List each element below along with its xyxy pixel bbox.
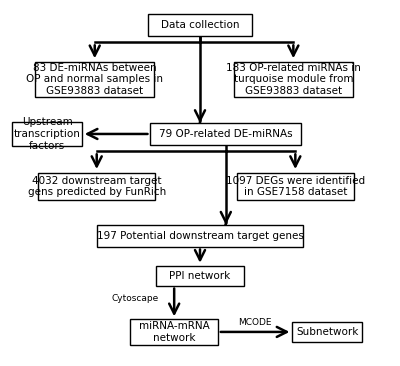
Text: 197 Potential downstream target genes: 197 Potential downstream target genes <box>96 231 304 241</box>
FancyBboxPatch shape <box>292 322 362 342</box>
Text: Upstream
transcription
factors: Upstream transcription factors <box>14 117 80 150</box>
FancyBboxPatch shape <box>148 14 252 36</box>
Text: Data collection: Data collection <box>161 20 239 30</box>
FancyBboxPatch shape <box>156 266 244 285</box>
FancyBboxPatch shape <box>35 62 154 97</box>
FancyBboxPatch shape <box>150 123 301 145</box>
Text: 79 OP-related DE-miRNAs: 79 OP-related DE-miRNAs <box>159 129 293 139</box>
Text: Subnetwork: Subnetwork <box>296 327 358 337</box>
FancyBboxPatch shape <box>97 225 303 247</box>
FancyBboxPatch shape <box>130 319 218 345</box>
Text: MCODE: MCODE <box>238 318 272 327</box>
FancyBboxPatch shape <box>237 173 354 200</box>
Text: miRNA-mRNA
network: miRNA-mRNA network <box>139 321 210 343</box>
Text: 4032 downstream target
gens predicted by FunRich: 4032 downstream target gens predicted by… <box>28 176 166 197</box>
Text: 183 OP-related miRNAs in
turquoise module from
GSE93883 dataset: 183 OP-related miRNAs in turquoise modul… <box>226 63 361 96</box>
FancyBboxPatch shape <box>234 62 353 97</box>
Text: 83 DE-miRNAs between
OP and normal samples in
GSE93883 dataset: 83 DE-miRNAs between OP and normal sampl… <box>26 63 163 96</box>
Text: PPI network: PPI network <box>169 270 231 281</box>
FancyBboxPatch shape <box>12 122 82 146</box>
FancyBboxPatch shape <box>38 173 155 200</box>
Text: Cytoscape: Cytoscape <box>111 294 158 303</box>
Text: 1097 DEGs were identified
in GSE7158 dataset: 1097 DEGs were identified in GSE7158 dat… <box>226 176 365 197</box>
